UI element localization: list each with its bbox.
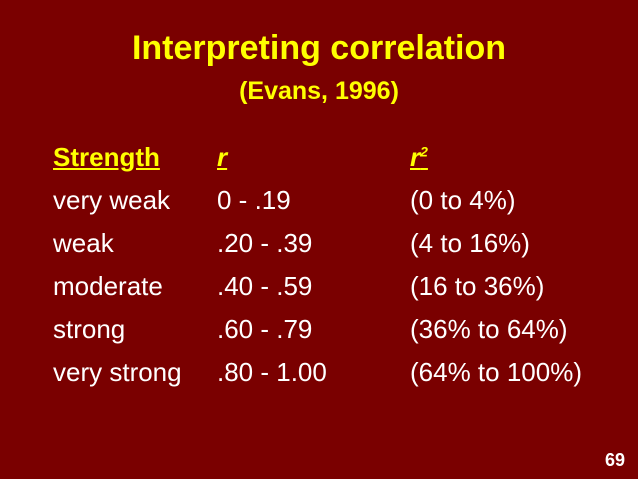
strength-cell: moderate [53, 271, 163, 301]
r-range-cell: .40 - .59 [217, 271, 313, 301]
r-range-cell: .20 - .39 [217, 228, 313, 258]
r-range-cell: 0 - .19 [217, 185, 291, 215]
r-range-cell: .80 - 1.00 [217, 357, 327, 387]
slide-subtitle: (Evans, 1996) [239, 77, 399, 105]
r-squared-cell: (4 to 16%) [410, 228, 530, 258]
r-squared-cell: (0 to 4%) [410, 185, 516, 215]
header-r-squared: r2 [410, 136, 428, 179]
strength-cell: very strong [53, 357, 182, 387]
header-strength: Strength [53, 142, 160, 172]
r-squared-cell: (64% to 100%) [410, 357, 582, 387]
strength-cell: weak [53, 228, 114, 258]
header-r-squared-superscript: 2 [420, 143, 428, 160]
strength-cell: very weak [53, 185, 171, 215]
r-squared-cell: (36% to 64%) [410, 314, 568, 344]
r-range-cell: .60 - .79 [217, 314, 313, 344]
header-r-squared-base: r [410, 142, 421, 172]
strength-cell: strong [53, 314, 126, 344]
page-number: 69 [604, 450, 625, 470]
slide-title: Interpreting correlation [131, 29, 507, 67]
r-squared-cell: (16 to 36%) [410, 271, 545, 301]
header-r: r [217, 142, 228, 172]
